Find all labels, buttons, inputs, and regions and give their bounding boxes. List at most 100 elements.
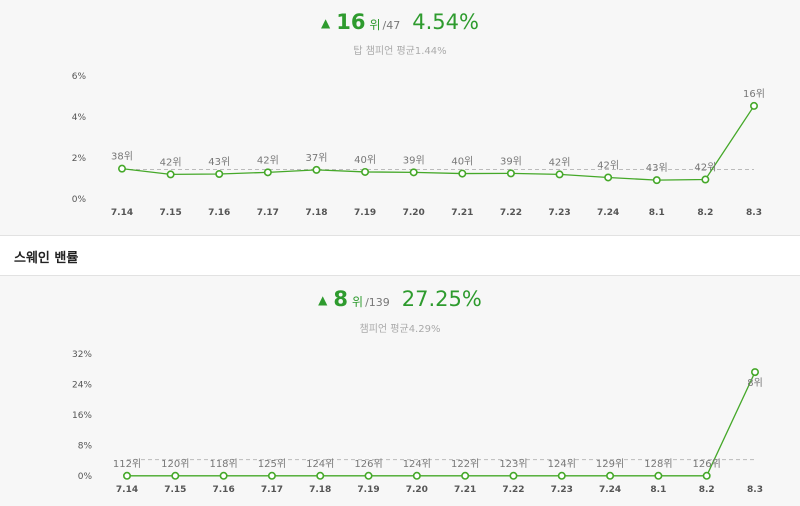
data-label: 126위 <box>693 457 721 470</box>
y-tick-label: 2% <box>72 154 87 164</box>
x-tick-label: 7.20 <box>406 485 428 495</box>
data-label: 40위 <box>354 153 376 166</box>
data-point <box>606 471 615 480</box>
y-tick-label: 0% <box>78 472 93 482</box>
x-tick-label: 8.2 <box>699 485 715 495</box>
data-point <box>702 471 711 480</box>
data-point <box>409 168 418 177</box>
data-label: 128위 <box>644 457 672 470</box>
rate-value: 4.54% <box>412 10 479 34</box>
data-label: 8위 <box>747 376 763 389</box>
data-point <box>123 471 132 480</box>
data-point <box>263 168 272 177</box>
data-point <box>509 471 518 480</box>
ban-rate-summary: ▲ 8 위/139 27.25% <box>0 287 800 311</box>
data-point <box>701 175 710 184</box>
x-tick-label: 8.2 <box>697 208 713 218</box>
y-tick-label: 8% <box>78 442 93 452</box>
data-label: 39위 <box>403 153 425 166</box>
data-label: 42위 <box>257 153 279 166</box>
average-text: 탑 챔피언 평균1.44% <box>353 46 447 57</box>
data-label: 124위 <box>403 457 431 470</box>
series-line <box>127 371 756 477</box>
x-tick-label: 8.3 <box>746 208 762 218</box>
data-label: 122위 <box>451 457 479 470</box>
data-point <box>749 101 758 110</box>
data-label: 124위 <box>548 457 576 470</box>
x-tick-label: 8.1 <box>649 208 665 218</box>
y-tick-label: 6% <box>72 72 87 82</box>
section-title: 스웨인 밴률 <box>14 251 79 266</box>
y-tick-label: 16% <box>72 411 92 421</box>
data-point <box>412 471 421 480</box>
data-label: 129위 <box>596 457 624 470</box>
x-tick-label: 7.22 <box>502 485 524 495</box>
data-point <box>652 176 661 185</box>
x-tick-label: 7.17 <box>261 485 283 495</box>
data-point <box>555 170 564 179</box>
average-text: 챔피언 평균4.29% <box>359 324 441 335</box>
data-label: 16위 <box>743 87 765 100</box>
data-point <box>171 471 180 480</box>
ban-rate-panel: ▲ 8 위/139 27.25% 챔피언 평균4.29% 0% 8% 16% 24% 32% 7… <box>0 276 800 506</box>
data-label: 43위 <box>646 161 668 174</box>
data-point <box>219 471 228 480</box>
data-label: 125위 <box>258 457 286 470</box>
x-tick-label: 7.15 <box>164 485 186 495</box>
data-point <box>604 173 613 182</box>
rank-total: /47 <box>382 19 401 32</box>
data-point <box>316 471 325 480</box>
data-point <box>750 368 759 377</box>
y-tick-label: 24% <box>72 381 92 391</box>
data-point <box>461 471 470 480</box>
x-tick-label: 7.17 <box>257 208 279 218</box>
x-tick-label: 7.16 <box>208 208 230 218</box>
x-tick-label: 7.19 <box>357 485 379 495</box>
x-tick-label: 7.15 <box>160 208 182 218</box>
data-point <box>361 167 370 176</box>
x-tick-label: 7.23 <box>551 485 573 495</box>
up-arrow-icon: ▲ <box>321 16 331 30</box>
x-tick-label: 7.20 <box>403 208 425 218</box>
data-point <box>312 165 321 174</box>
data-label: 38위 <box>111 150 133 163</box>
rank-value: 16 <box>336 10 366 34</box>
data-label: 126위 <box>354 457 382 470</box>
rank-value: 8 <box>333 287 349 311</box>
x-tick-label: 7.14 <box>116 485 138 495</box>
data-label: 39위 <box>500 154 522 167</box>
x-tick-label: 7.18 <box>305 208 327 218</box>
data-point <box>506 169 515 178</box>
rank-total: /139 <box>365 296 390 309</box>
x-tick-label: 7.14 <box>111 208 133 218</box>
data-point <box>166 170 175 179</box>
data-point <box>364 471 373 480</box>
y-tick-label: 4% <box>72 113 87 123</box>
data-label: 42위 <box>597 158 619 171</box>
x-tick-label: 7.24 <box>599 485 621 495</box>
data-label: 120위 <box>161 457 189 470</box>
section-header: 스웨인 밴률 <box>0 235 800 276</box>
x-tick-label: 7.24 <box>597 208 619 218</box>
x-tick-label: 7.18 <box>309 485 331 495</box>
data-label: 112위 <box>113 457 141 470</box>
data-label: 42위 <box>160 155 182 168</box>
data-label: 124위 <box>306 457 334 470</box>
y-tick-label: 32% <box>72 350 92 360</box>
data-point <box>118 164 127 173</box>
pick-rate-chart: 0% 2% 4% 6% 7.14 7.15 7.16 7.17 7.18 7.19 7.20 7.21… <box>72 72 765 218</box>
pick-rate-summary: ▲ 16 위/47 4.54% <box>0 10 800 34</box>
rank-unit: 위 <box>369 18 381 32</box>
data-point <box>654 471 663 480</box>
x-tick-label: 7.21 <box>451 208 473 218</box>
data-point <box>458 169 467 178</box>
y-tick-label: 0% <box>72 195 87 205</box>
rate-value: 27.25% <box>401 287 482 311</box>
data-label: 123위 <box>499 457 527 470</box>
data-point <box>267 471 276 480</box>
data-label: 42위 <box>549 155 571 168</box>
data-label: 40위 <box>451 155 473 168</box>
x-tick-label: 7.22 <box>500 208 522 218</box>
data-label: 37위 <box>305 151 327 164</box>
x-tick-label: 7.23 <box>548 208 570 218</box>
